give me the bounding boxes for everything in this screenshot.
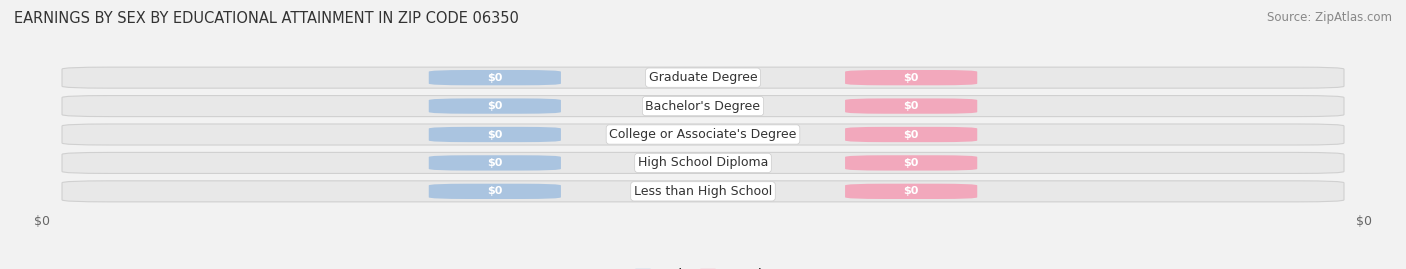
FancyBboxPatch shape [429,127,561,142]
Text: Less than High School: Less than High School [634,185,772,198]
Text: Bachelor's Degree: Bachelor's Degree [645,100,761,113]
FancyBboxPatch shape [429,70,561,85]
Text: $0: $0 [486,129,502,140]
Text: $0: $0 [904,158,920,168]
FancyBboxPatch shape [62,124,1344,145]
Text: $0: $0 [904,101,920,111]
FancyBboxPatch shape [62,95,1344,116]
Text: $0: $0 [486,186,502,196]
FancyBboxPatch shape [845,184,977,199]
FancyBboxPatch shape [429,98,561,114]
FancyBboxPatch shape [62,181,1344,202]
Text: $0: $0 [904,129,920,140]
FancyBboxPatch shape [845,127,977,142]
Text: $0: $0 [486,73,502,83]
FancyBboxPatch shape [845,155,977,171]
FancyBboxPatch shape [845,70,977,85]
FancyBboxPatch shape [62,153,1344,174]
FancyBboxPatch shape [845,98,977,114]
Text: College or Associate's Degree: College or Associate's Degree [609,128,797,141]
Text: $0: $0 [486,158,502,168]
Text: $0: $0 [486,101,502,111]
Text: $0: $0 [904,186,920,196]
Text: $0: $0 [904,73,920,83]
Text: High School Diploma: High School Diploma [638,156,768,169]
Text: Graduate Degree: Graduate Degree [648,71,758,84]
Legend: Male, Female: Male, Female [630,263,776,269]
FancyBboxPatch shape [429,155,561,171]
Text: EARNINGS BY SEX BY EDUCATIONAL ATTAINMENT IN ZIP CODE 06350: EARNINGS BY SEX BY EDUCATIONAL ATTAINMEN… [14,11,519,26]
FancyBboxPatch shape [429,184,561,199]
FancyBboxPatch shape [62,67,1344,88]
Text: Source: ZipAtlas.com: Source: ZipAtlas.com [1267,11,1392,24]
